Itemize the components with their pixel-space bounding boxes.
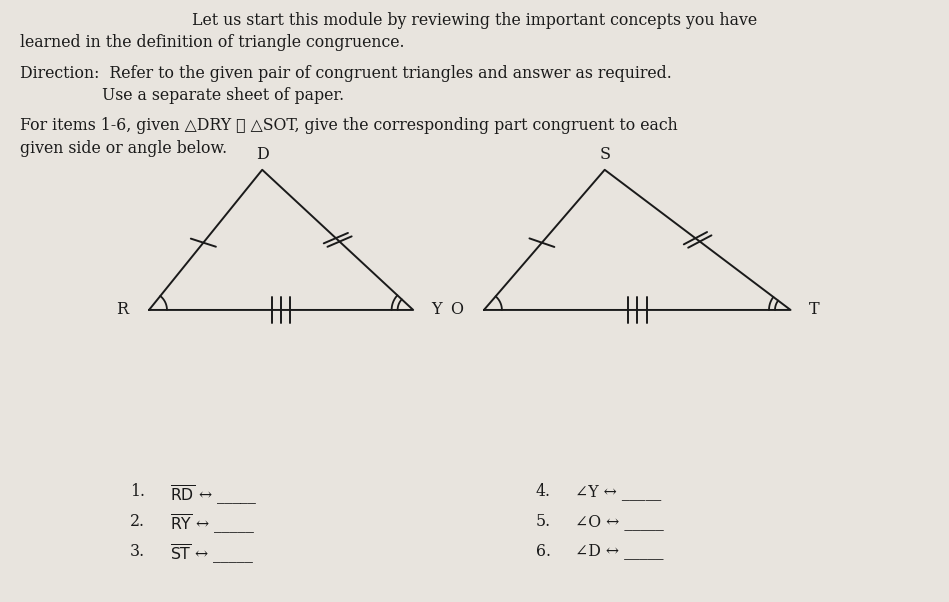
Text: R: R [116,302,128,318]
Text: O: O [450,302,463,318]
Text: For items 1-6, given △DRY ≅ △SOT, give the corresponding part congruent to each: For items 1-6, given △DRY ≅ △SOT, give t… [20,117,678,134]
Text: T: T [809,302,819,318]
Text: Y: Y [431,302,442,318]
Text: ∠O ↔ _____: ∠O ↔ _____ [575,513,664,530]
Text: $\overline{\mathrm{ST}}$ ↔ _____: $\overline{\mathrm{ST}}$ ↔ _____ [170,542,254,566]
Text: D: D [256,146,269,163]
Text: learned in the definition of triangle congruence.: learned in the definition of triangle co… [20,34,404,51]
Text: 1.: 1. [130,483,145,500]
Text: ∠Y ↔ _____: ∠Y ↔ _____ [575,483,661,500]
Text: Direction:  Refer to the given pair of congruent triangles and answer as require: Direction: Refer to the given pair of co… [20,65,672,82]
Text: 3.: 3. [130,542,145,560]
Text: $\overline{\mathrm{RD}}$ ↔ _____: $\overline{\mathrm{RD}}$ ↔ _____ [170,483,257,507]
Text: given side or angle below.: given side or angle below. [20,140,227,157]
Text: 5.: 5. [536,513,551,530]
Text: 6.: 6. [536,542,550,560]
Text: $\overline{\mathrm{RY}}$ ↔ _____: $\overline{\mathrm{RY}}$ ↔ _____ [170,513,255,536]
Text: Use a separate sheet of paper.: Use a separate sheet of paper. [102,87,344,105]
Text: ∠D ↔ _____: ∠D ↔ _____ [575,542,664,560]
Text: 4.: 4. [536,483,550,500]
Text: S: S [599,146,610,163]
Text: 2.: 2. [130,513,145,530]
Text: Let us start this module by reviewing the important concepts you have: Let us start this module by reviewing th… [192,11,757,29]
